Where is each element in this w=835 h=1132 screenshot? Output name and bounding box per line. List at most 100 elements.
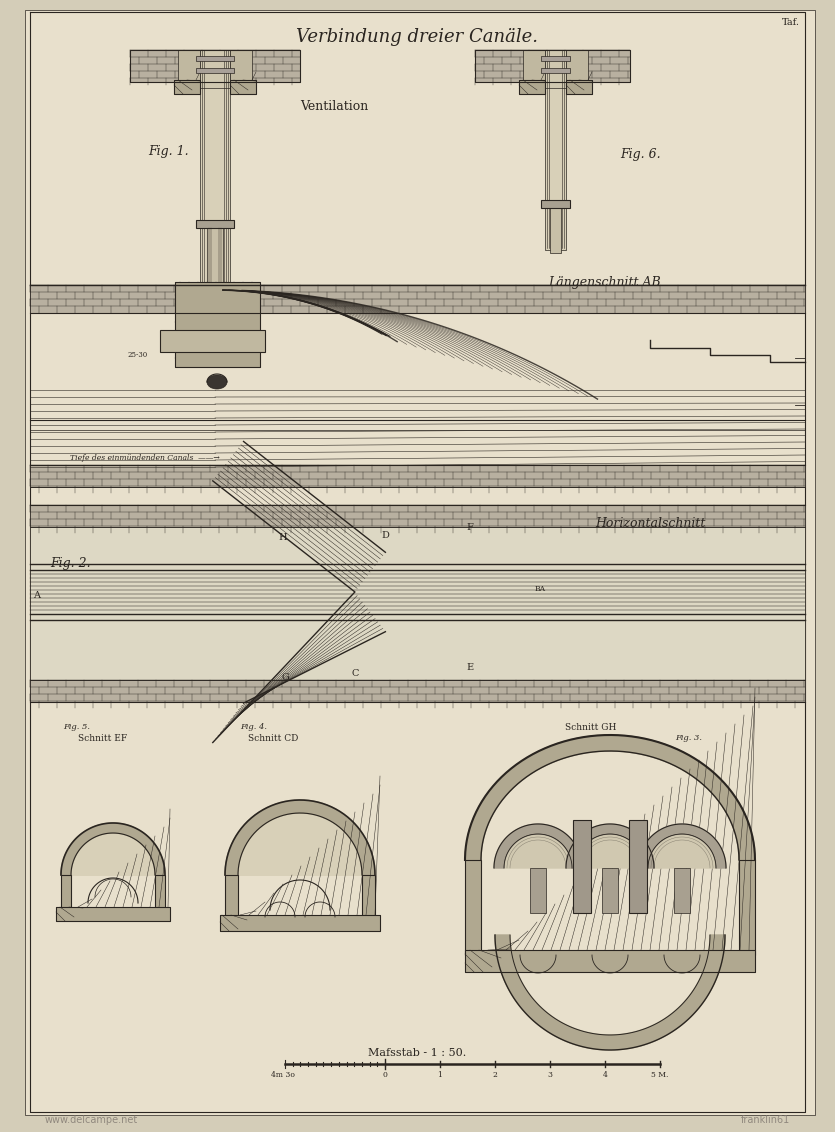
Text: 25-30: 25-30 bbox=[128, 351, 148, 359]
Bar bbox=[573, 820, 591, 914]
Polygon shape bbox=[566, 824, 654, 868]
Text: Fig. 2.: Fig. 2. bbox=[50, 557, 91, 571]
Text: D: D bbox=[381, 531, 389, 540]
Bar bbox=[545, 50, 566, 88]
Polygon shape bbox=[495, 935, 725, 1050]
Polygon shape bbox=[648, 834, 716, 868]
Bar bbox=[220, 915, 380, 931]
Bar bbox=[465, 860, 481, 955]
Bar bbox=[160, 331, 265, 352]
Text: F: F bbox=[467, 523, 473, 532]
Text: Fig. 4.: Fig. 4. bbox=[240, 723, 267, 731]
Bar bbox=[30, 680, 805, 702]
Bar bbox=[30, 465, 805, 487]
Polygon shape bbox=[238, 813, 362, 875]
Bar bbox=[196, 68, 234, 72]
Text: G: G bbox=[281, 672, 289, 681]
Bar bbox=[629, 820, 647, 914]
Bar bbox=[30, 505, 805, 528]
Bar bbox=[465, 950, 755, 972]
Polygon shape bbox=[71, 833, 155, 875]
Bar bbox=[200, 50, 230, 88]
Bar bbox=[230, 80, 256, 94]
Text: E: E bbox=[467, 662, 473, 671]
Bar bbox=[175, 282, 260, 367]
Bar bbox=[220, 915, 380, 931]
Bar bbox=[230, 50, 252, 82]
Text: 4m 3o: 4m 3o bbox=[271, 1071, 295, 1079]
Text: Längenschnitt AB: Längenschnitt AB bbox=[548, 276, 660, 289]
Text: Ventilation: Ventilation bbox=[300, 100, 368, 113]
Bar bbox=[530, 868, 546, 914]
Polygon shape bbox=[494, 824, 582, 868]
Text: C: C bbox=[352, 669, 359, 677]
Polygon shape bbox=[465, 735, 755, 860]
Text: Schnitt CD: Schnitt CD bbox=[248, 734, 298, 743]
Bar bbox=[674, 868, 690, 914]
Text: Fig. 1.: Fig. 1. bbox=[148, 145, 189, 158]
Bar bbox=[196, 55, 234, 61]
Bar bbox=[30, 505, 805, 680]
Text: Taf.: Taf. bbox=[782, 18, 800, 27]
Bar bbox=[200, 50, 230, 290]
Text: Fig. 3.: Fig. 3. bbox=[675, 734, 702, 741]
Text: www.delcampe.net: www.delcampe.net bbox=[45, 1115, 139, 1125]
Polygon shape bbox=[61, 823, 165, 875]
Bar bbox=[475, 50, 630, 82]
Bar bbox=[566, 50, 588, 82]
Text: Schnitt EF: Schnitt EF bbox=[78, 734, 127, 743]
Text: Schnitt GH: Schnitt GH bbox=[565, 723, 616, 732]
Text: H: H bbox=[279, 532, 287, 541]
Text: 5 M.: 5 M. bbox=[651, 1071, 669, 1079]
Bar bbox=[56, 907, 170, 921]
Text: 0: 0 bbox=[382, 1071, 387, 1079]
Bar bbox=[207, 228, 223, 283]
Bar bbox=[519, 80, 545, 94]
Bar bbox=[362, 875, 375, 917]
Bar bbox=[475, 50, 630, 82]
Text: 2: 2 bbox=[493, 1071, 498, 1079]
Bar bbox=[196, 220, 234, 228]
Bar bbox=[541, 68, 570, 72]
Bar bbox=[155, 875, 165, 910]
Polygon shape bbox=[225, 800, 375, 875]
Text: A: A bbox=[33, 591, 40, 600]
Text: R=R=0,0m: R=R=0,0m bbox=[600, 830, 635, 834]
Bar bbox=[174, 80, 200, 94]
Bar bbox=[566, 80, 592, 94]
Bar bbox=[519, 80, 545, 94]
Polygon shape bbox=[638, 824, 726, 868]
Bar bbox=[545, 50, 566, 250]
Bar bbox=[566, 80, 592, 94]
Bar bbox=[130, 50, 300, 82]
Bar bbox=[541, 55, 570, 61]
Bar bbox=[550, 208, 561, 252]
Text: Fig. 6.: Fig. 6. bbox=[620, 148, 660, 161]
Text: Fig. 5.: Fig. 5. bbox=[63, 723, 90, 731]
Bar bbox=[56, 907, 170, 921]
Text: BA: BA bbox=[534, 585, 545, 593]
Text: franklin61: franklin61 bbox=[741, 1115, 790, 1125]
Bar bbox=[61, 875, 71, 910]
Bar bbox=[174, 80, 200, 94]
Bar bbox=[230, 80, 256, 94]
Text: Verbindung dreier Canäle.: Verbindung dreier Canäle. bbox=[296, 28, 538, 46]
Text: 3: 3 bbox=[548, 1071, 553, 1079]
Polygon shape bbox=[504, 834, 572, 868]
Text: 4: 4 bbox=[603, 1071, 607, 1079]
Text: 1: 1 bbox=[438, 1071, 443, 1079]
Bar bbox=[523, 50, 545, 82]
Text: Mafsstab - 1 : 50.: Mafsstab - 1 : 50. bbox=[368, 1048, 466, 1058]
Bar bbox=[178, 50, 200, 82]
Bar bbox=[602, 868, 618, 914]
Bar bbox=[739, 860, 755, 955]
Bar bbox=[175, 282, 260, 367]
Polygon shape bbox=[576, 834, 644, 868]
Text: Tiefe des einmündenden Canals  ——→: Tiefe des einmündenden Canals ——→ bbox=[70, 454, 220, 462]
Text: Horizontalschnitt: Horizontalschnitt bbox=[595, 517, 706, 530]
Bar bbox=[465, 950, 755, 972]
Bar bbox=[30, 285, 805, 314]
Bar bbox=[130, 50, 300, 82]
Ellipse shape bbox=[207, 375, 227, 389]
Bar bbox=[541, 200, 570, 208]
